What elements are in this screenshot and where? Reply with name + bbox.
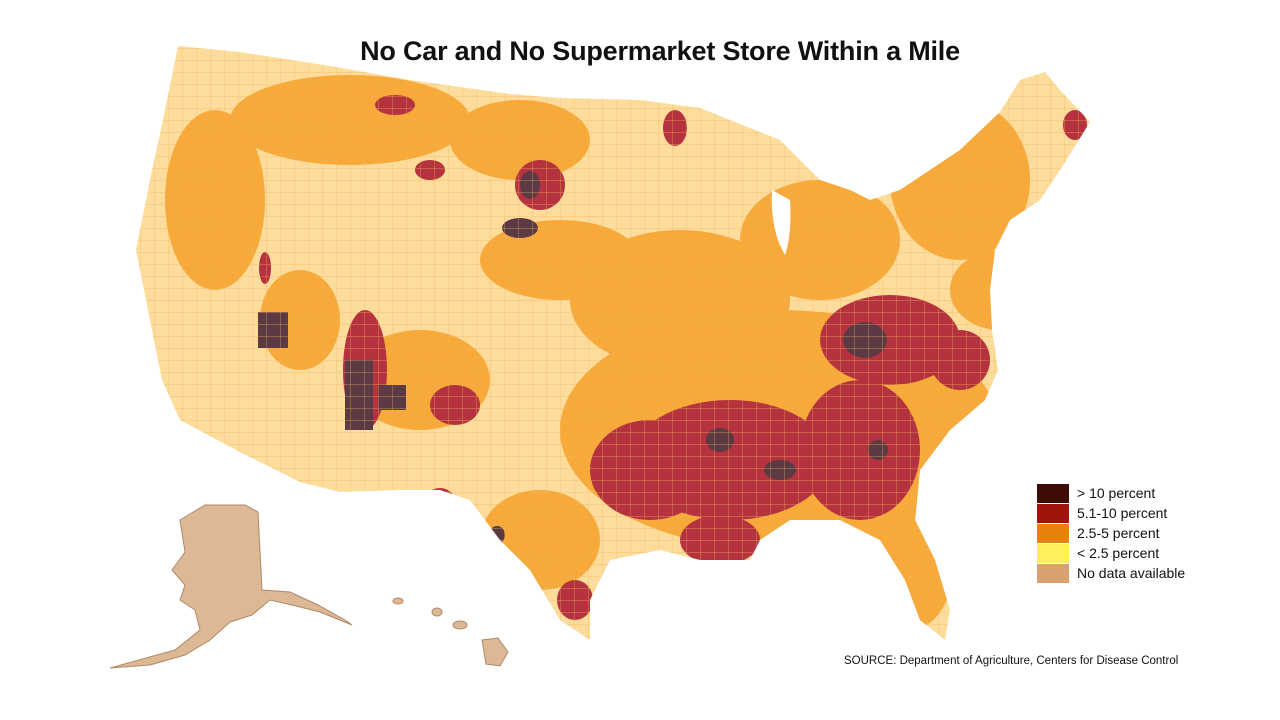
legend-label: 2.5-5 percent	[1077, 525, 1160, 541]
legend-item: > 10 percent	[1037, 483, 1185, 503]
legend-swatch	[1037, 543, 1069, 563]
legend-label: 5.1-10 percent	[1077, 505, 1168, 521]
legend-label: > 10 percent	[1077, 485, 1156, 501]
legend-swatch	[1037, 523, 1069, 543]
legend-item: No data available	[1037, 563, 1185, 583]
legend-item: 2.5-5 percent	[1037, 523, 1185, 543]
source-note: SOURCE: Department of Agriculture, Cente…	[844, 655, 1179, 667]
legend-swatch	[1037, 503, 1069, 523]
legend-item: 5.1-10 percent	[1037, 503, 1185, 523]
legend: > 10 percent 5.1-10 percent 2.5-5 percen…	[1037, 483, 1185, 583]
legend-swatch	[1037, 563, 1069, 583]
legend-swatch	[1037, 483, 1069, 503]
hawaii-shape	[392, 597, 509, 667]
map-title: No Car and No Supermarket Store Within a…	[360, 36, 960, 66]
lake-michigan	[771, 190, 791, 255]
legend-label: < 2.5 percent	[1077, 545, 1160, 561]
legend-item: < 2.5 percent	[1037, 543, 1185, 563]
alaska-shape	[109, 504, 353, 669]
county-borders	[136, 46, 1090, 640]
legend-label: No data available	[1077, 565, 1186, 581]
